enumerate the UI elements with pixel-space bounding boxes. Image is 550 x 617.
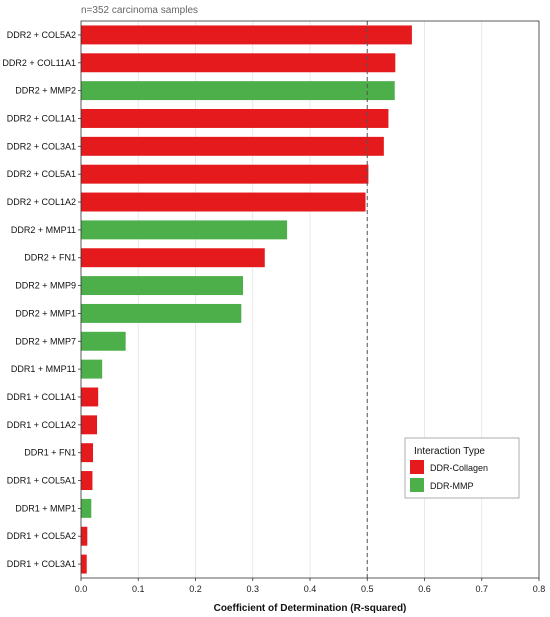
x-tick-label: 0.2 [189,584,202,594]
bar [81,303,242,323]
bar [81,164,369,184]
bar [81,526,88,546]
bar [81,276,244,296]
bar [81,415,98,435]
bar [81,53,396,73]
bar [81,220,288,240]
legend-title: Interaction Type [414,446,485,457]
legend-swatch-mmp [410,478,424,492]
bar [81,136,384,156]
bar [81,387,99,407]
category-label: DDR1 + COL3A1 [7,559,76,569]
category-label: DDR2 + COL3A1 [7,141,76,151]
category-label: DDR2 + COL5A1 [7,169,76,179]
category-label: DDR2 + FN1 [24,253,76,263]
category-label: DDR2 + MMP7 [15,336,76,346]
legend-label-mmp: DDR-MMP [430,481,474,491]
category-label: DDR1 + FN1 [24,448,76,458]
bar [81,498,92,518]
x-axis-title: Coefficient of Determination (R-squared) [214,603,407,614]
category-label: DDR1 + MMP1 [15,503,76,513]
legend: Interaction Type DDR-Collagen DDR-MMP [404,437,520,499]
bar [81,359,103,379]
x-tick-label: 0.1 [132,584,145,594]
category-label: DDR2 + COL1A1 [7,113,76,123]
x-tick-label: 0.5 [361,584,374,594]
category-label: DDR2 + MMP11 [11,225,76,235]
category-label: DDR1 + MMP11 [11,364,76,374]
x-tick-label: 0.3 [246,584,259,594]
category-label: DDR1 + COL1A1 [7,392,76,402]
bar [81,331,126,351]
category-label: DDR2 + MMP9 [15,281,76,291]
category-label: DDR2 + COL1A2 [7,197,76,207]
category-label: DDR2 + COL11A1 [2,58,76,68]
category-label: DDR1 + COL1A2 [7,420,76,430]
bar [81,554,87,574]
category-label: DDR2 + MMP2 [15,86,76,96]
bar [81,192,366,212]
bar [81,81,395,101]
category-label: DDR1 + COL5A1 [7,476,76,486]
category-label: DDR2 + COL5A2 [7,30,76,40]
x-tick-label: 0.4 [304,584,317,594]
chart-subtitle: n=352 carcinoma samples [81,5,198,16]
category-label: DDR2 + MMP1 [15,308,76,318]
bar [81,25,412,45]
legend-swatch-collagen [410,460,424,474]
x-tick-label: 0.7 [475,584,488,594]
bar [81,443,94,463]
bar [81,248,265,268]
bar [81,109,389,128]
x-tick-label: 0.8 [533,584,546,594]
x-tick-label: 0.0 [75,584,88,594]
category-label: DDR1 + COL5A2 [7,531,76,541]
legend-label-collagen: DDR-Collagen [430,463,488,473]
bar [81,471,93,490]
x-tick-label: 0.6 [418,584,431,594]
